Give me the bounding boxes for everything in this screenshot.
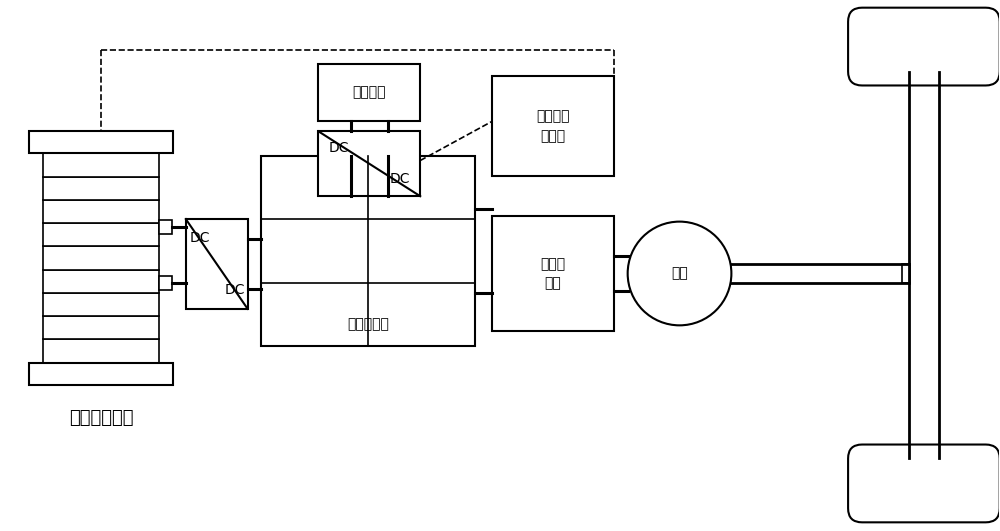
Bar xyxy=(492,216,614,331)
Bar xyxy=(43,293,159,316)
Text: 能量管理
控制器: 能量管理 控制器 xyxy=(536,109,570,143)
Bar xyxy=(43,246,159,270)
Bar xyxy=(492,76,614,176)
Text: 超级电容: 超级电容 xyxy=(353,85,386,99)
Bar xyxy=(43,177,159,200)
Text: DC: DC xyxy=(224,283,245,297)
Bar xyxy=(186,219,248,309)
Bar xyxy=(318,131,420,196)
FancyBboxPatch shape xyxy=(848,444,1000,523)
FancyBboxPatch shape xyxy=(848,7,1000,85)
Bar xyxy=(159,276,172,290)
Bar xyxy=(318,64,420,122)
Bar xyxy=(43,153,159,177)
Bar xyxy=(29,131,173,153)
Bar xyxy=(43,316,159,339)
Text: 高压配电盒: 高压配电盒 xyxy=(347,317,389,331)
Text: 电机控
制器: 电机控 制器 xyxy=(540,256,565,290)
Bar xyxy=(902,263,910,284)
Bar xyxy=(43,200,159,223)
Text: DC: DC xyxy=(328,141,349,155)
Bar xyxy=(43,223,159,246)
Text: 燃料电池系统: 燃料电池系统 xyxy=(69,408,133,426)
Bar xyxy=(29,363,173,384)
Bar xyxy=(159,220,172,234)
Bar xyxy=(43,339,159,363)
Bar xyxy=(261,156,475,346)
Text: 电机: 电机 xyxy=(671,267,688,280)
Bar xyxy=(43,270,159,293)
Text: DC: DC xyxy=(190,231,210,245)
Text: DC: DC xyxy=(390,172,411,186)
